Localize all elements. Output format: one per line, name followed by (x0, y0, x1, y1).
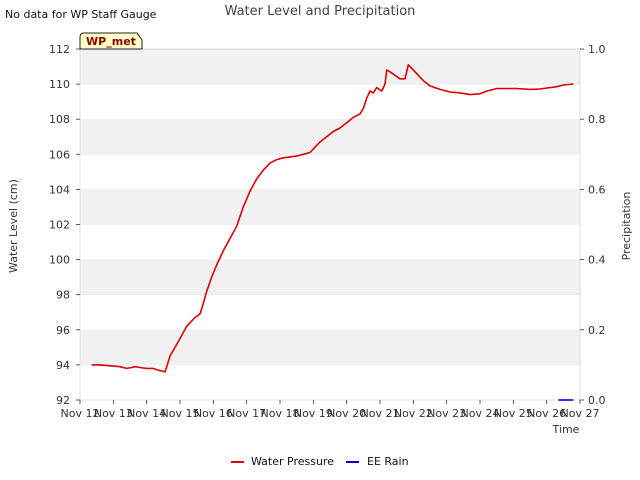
series-line-water-pressure (91, 64, 574, 373)
x-tick-label: Nov 12 (61, 407, 100, 420)
x-tick-label: Nov 21 (361, 407, 400, 420)
grid-band (80, 84, 580, 120)
x-tick-label: Nov 26 (527, 407, 566, 420)
x-tick-label: Nov 27 (561, 407, 600, 420)
x-tick-label: Nov 13 (94, 407, 133, 420)
x-tick-label: Nov 25 (494, 407, 533, 420)
y-tick-label: 110 (49, 78, 70, 91)
x-tick-label: Nov 15 (161, 407, 200, 420)
y2-axis-ticks: 0.0 0.2 0.4 0.6 0.8 1.0 (580, 43, 606, 407)
site-badge-label: WP_met (86, 35, 136, 48)
y-axis-ticks: 92 94 96 98 100 102 104 106 108 110 112 (49, 43, 80, 407)
y-tick-label: 112 (49, 43, 70, 56)
y-tick-label: 104 (49, 183, 70, 196)
y2-tick-label: 0.4 (588, 254, 606, 267)
series-layer (91, 64, 574, 401)
y-axis-label: Water Level (cm) (7, 179, 20, 273)
y-tick-label: 100 (49, 254, 70, 267)
grid-band (80, 154, 580, 190)
grid-band (80, 364, 580, 400)
legend-label-ee-rain: EE Rain (367, 455, 409, 468)
y-tick-label: 98 (56, 289, 70, 302)
x-tick-label: Nov 20 (327, 407, 366, 420)
legend-label-water-pressure: Water Pressure (251, 455, 334, 468)
grid-band (80, 49, 580, 85)
y2-tick-label: 0.6 (588, 183, 606, 196)
y-tick-label: 92 (56, 394, 70, 407)
grid-band (80, 259, 580, 295)
x-axis-label: Time (552, 423, 580, 436)
y2-tick-label: 0.2 (588, 324, 606, 337)
x-tick-label: Nov 18 (261, 407, 300, 420)
grid-bands (80, 48, 580, 400)
grid-band (80, 189, 580, 225)
no-data-note: No data for WP Staff Gauge (5, 8, 157, 21)
site-badge-shape (79, 32, 143, 50)
grid-band (80, 224, 580, 260)
y2-tick-label: 1.0 (588, 43, 606, 56)
y-tick-label: 102 (49, 219, 70, 232)
y-tick-label: 106 (49, 148, 70, 161)
grid-band (80, 294, 580, 330)
x-tick-label: Nov 22 (394, 407, 433, 420)
x-tick-label: Nov 19 (294, 407, 333, 420)
y2-tick-label: 0.8 (588, 113, 606, 126)
x-tick-label: Nov 14 (127, 407, 166, 420)
x-tick-label: Nov 17 (227, 407, 266, 420)
y2-tick-label: 0.0 (588, 394, 606, 407)
y-tick-label: 96 (56, 324, 70, 337)
chart-title: Water Level and Precipitation (225, 4, 416, 19)
x-tick-label: Nov 23 (427, 407, 466, 420)
legend: Water Pressure EE Rain (231, 455, 409, 468)
site-badge: WP_met (79, 32, 143, 50)
x-tick-label: Nov 24 (461, 407, 500, 420)
y2-axis-label: Precipitation (620, 192, 633, 261)
x-tick-label: Nov 16 (194, 407, 233, 420)
y-tick-label: 108 (49, 113, 70, 126)
grid-band (80, 119, 580, 155)
grid-band (80, 329, 580, 365)
y-tick-label: 94 (56, 359, 70, 372)
